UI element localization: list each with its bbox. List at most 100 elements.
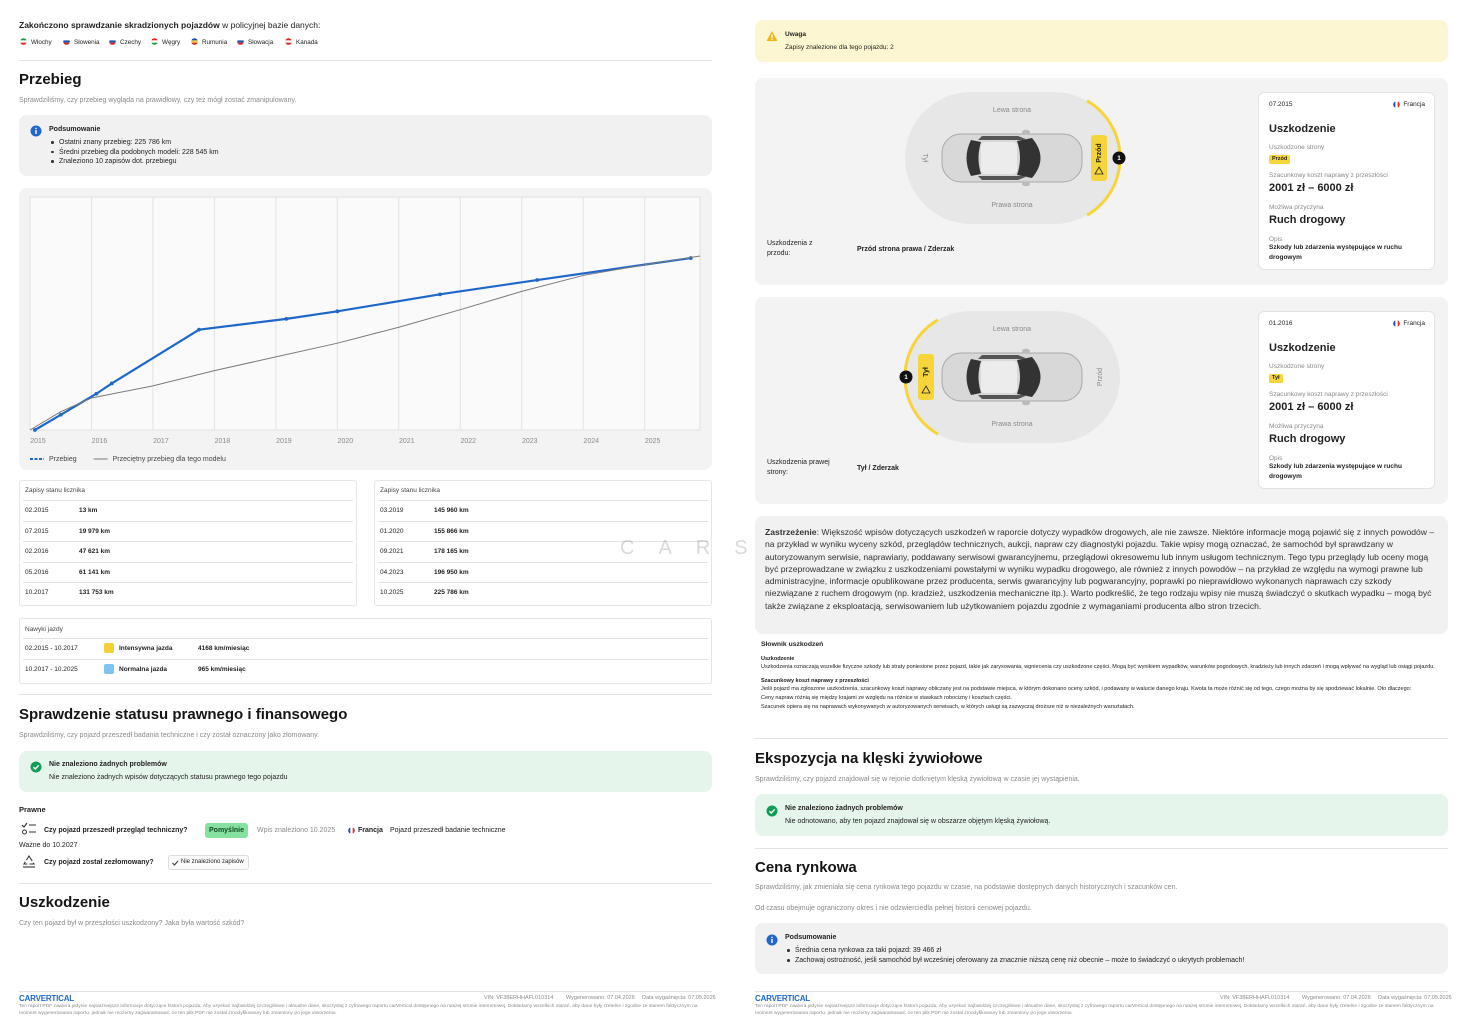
section-subtitle: Czy ten pojazd był w przeszłości uszkodz… (19, 920, 245, 927)
row-divider (23, 520, 353, 522)
summary-box (755, 923, 1448, 974)
x-tick-label: 2023 (522, 438, 538, 445)
bullet (51, 150, 54, 154)
side-label: Prawa strona (991, 202, 1032, 209)
section-subtitle: Sprawdziliśmy, czy pojazd znajdował się … (755, 776, 1080, 783)
damage-date: 07.2015 (1269, 101, 1293, 108)
flag-icon (63, 38, 70, 45)
ok-box (19, 751, 712, 792)
side-label: Prawa strona (991, 421, 1032, 428)
repair-cost: 2001 zł – 6000 zł (1269, 182, 1354, 194)
record-date: 04.2023 (380, 568, 404, 576)
series-line (29, 255, 701, 431)
bullet (51, 141, 54, 144)
habit-swatch (104, 664, 114, 674)
x-tick-label: 2021 (399, 438, 415, 445)
country-name: Słowenia (74, 39, 100, 46)
damage-zone: Przód (1096, 143, 1103, 162)
row-divider (23, 638, 708, 639)
records-title: Zapisy stanu licznika (25, 487, 85, 494)
section-title: Cena rynkowa (755, 859, 857, 876)
damage-info-card: 01.2016 Francja Uszkodzenie Uszkodzone stro… (1258, 311, 1435, 489)
divider (755, 991, 1448, 992)
legend-label: Przeciętny przebieg dla tego modelu (113, 456, 226, 463)
glossary-term: Uszkodzenie (761, 656, 795, 662)
section-title: Sprawdzenie statusu prawnego i finansowe… (19, 706, 348, 723)
record-value: 196 950 km (434, 568, 469, 576)
question: Czy pojazd przeszedł przegląd techniczny… (44, 827, 188, 834)
watermark: CARS (620, 537, 772, 559)
record-date: 03.2019 (380, 507, 404, 514)
field-label: Możliwa przyczyna (1269, 204, 1324, 211)
x-tick-label: 2017 (153, 438, 169, 445)
flag-icon (109, 38, 116, 45)
row-divider (23, 659, 708, 660)
bullet (787, 949, 790, 952)
damage-description: Szkody lub zdarzenia występujące w ruchu… (1269, 463, 1402, 480)
damage-country: Francja (1393, 319, 1425, 328)
side-badge: Przód (1269, 155, 1291, 164)
record-value: 19 979 km (79, 527, 111, 535)
record-date: 10.2017 (25, 589, 49, 596)
x-tick-label: 2025 (645, 438, 661, 445)
section-title: Ekspozycja na klęski żywiołowe (755, 750, 983, 767)
x-tick-label: 2024 (583, 438, 599, 445)
field-label: Szacunkowy koszt naprawy z przeszłości (1269, 391, 1388, 398)
side-label: Przód (1097, 368, 1104, 386)
damage-count-dot (1112, 151, 1126, 165)
summary-title: Podsumowanie (49, 126, 101, 133)
divider (19, 60, 712, 61)
damage-description: Szkody lub zdarzenia występujące w ruchu… (1269, 244, 1402, 261)
country-name: Francja (1403, 320, 1425, 327)
records-box (19, 480, 357, 606)
recycle-icon (23, 854, 35, 868)
damage-country: Francja (1393, 100, 1425, 109)
x-tick-label: 2018 (215, 438, 231, 445)
list-item: Średnia cena rynkowa za taki pojazd: 39 … (795, 947, 942, 954)
row-divider (378, 520, 708, 522)
data-point (438, 292, 442, 297)
title-bold: Zakończono sprawdzanie skradzionych poja… (19, 20, 220, 30)
x-tick-label: 2016 (92, 438, 108, 445)
flag-icon (151, 38, 158, 45)
damage-info-card: 07.2015 Francja Uszkodzenie Uszkodzone stro… (1258, 92, 1435, 270)
record-value: 13 km (79, 507, 98, 514)
country-name: Czechy (120, 39, 141, 46)
habit-period: 02.2015 - 10.2017 (25, 645, 78, 652)
disclaimer-text: : Większość wpisów dotyczących uszkodzeń… (765, 527, 1435, 611)
country: Francja (358, 827, 383, 834)
field-label: Uszkodzone strony (1269, 363, 1325, 370)
damage-diagram: Lewa strona Prawa strona Tył Przód 1 (905, 92, 1126, 224)
ok-text: Nie znaleziono żadnych wpisów dotyczącyc… (49, 774, 288, 781)
brand-logo: CARVERTICAL (755, 994, 810, 1003)
row-divider (378, 500, 708, 501)
glossary-text: Ceny napraw różnią się między krajami ze… (761, 695, 1012, 701)
divider (19, 991, 712, 992)
car-image (941, 348, 1083, 406)
row-divider (378, 582, 708, 583)
ok-icon (766, 805, 778, 817)
record-value: 131 753 km (79, 589, 114, 596)
record-date: 02.2016 (25, 548, 49, 555)
side-label: Lewa strona (993, 326, 1031, 333)
ok-title: Nie znaleziono żadnych problemów (49, 761, 167, 768)
damage-caption: Uszkodzenia z przodu: (767, 240, 813, 257)
data-point (33, 428, 37, 432)
record-found: Wpis znaleziono 10.2025 (257, 827, 336, 834)
record-value: 47 621 km (79, 548, 111, 555)
glossary-term: Szacunkowy koszt naprawy z przeszłości (761, 678, 869, 684)
warn-icon (766, 31, 778, 41)
data-point (284, 316, 289, 321)
divider (755, 738, 1448, 739)
damage-date: 01.2016 (1269, 320, 1293, 327)
vin: VIN: VF38ERHHAFL010314 (1220, 995, 1290, 1001)
habit-rate: 965 km/miesiąc (198, 666, 246, 673)
habit-label: Normalna jazda (119, 666, 168, 673)
inspection-note: Pojazd przeszedł badanie techniczne (390, 827, 506, 834)
section-subtitle: Sprawdziliśmy, jak zmieniała się cena ry… (755, 884, 1178, 891)
valid-until: Ważne do 10.2027 (19, 842, 78, 849)
price-note: Od czasu obejmuje ograniczony okres i ni… (755, 905, 1032, 912)
damage-badge (918, 354, 934, 400)
divider (19, 883, 712, 884)
damage-diagram: Lewa strona Prawa strona Przód Tył 1 (899, 311, 1120, 443)
